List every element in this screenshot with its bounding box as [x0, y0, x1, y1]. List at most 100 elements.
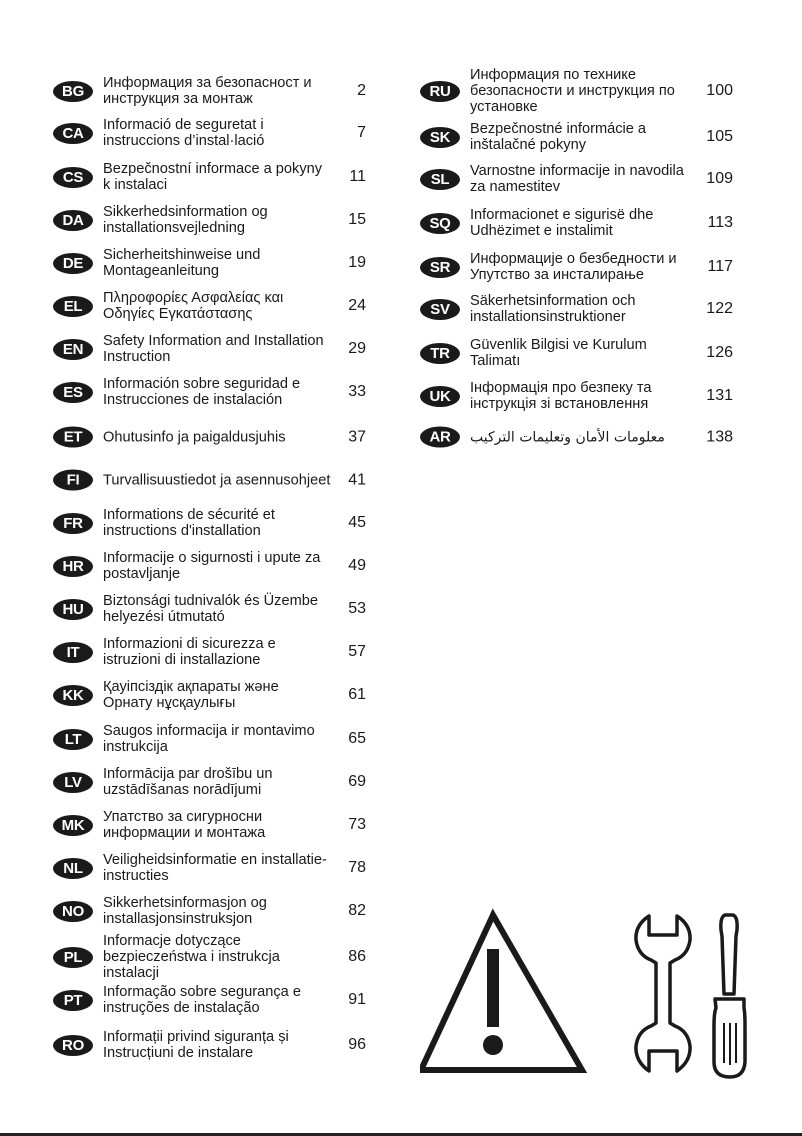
- toc-entry-de[interactable]: DE Sicherheitshinweise und Montageanleitu…: [53, 247, 366, 279]
- toc-entry-hr[interactable]: HR Informacije o sigurnosti i upute za po…: [53, 550, 366, 582]
- toc-entry-el[interactable]: EL Πληροφορίες Ασφαλείας και Οδηγίες Εγκα…: [53, 290, 366, 322]
- toc-entry-fr[interactable]: FR Informations de sécurité et instructio…: [53, 507, 366, 539]
- section-title: Sicherheitshinweise und Montageanleitung: [103, 247, 261, 279]
- page-number: 122: [706, 300, 733, 317]
- toc-entry-pt[interactable]: PT Informação sobre segurança e instruçõe…: [53, 984, 366, 1016]
- toc-entry-en[interactable]: EN Safety Information and Installation In…: [53, 333, 366, 365]
- toc-entry-ro[interactable]: RO Informații privind siguranța și Instru…: [53, 1029, 366, 1061]
- toc-entry-no[interactable]: NO Sikkerhetsinformasjon og installasjons…: [53, 895, 366, 927]
- section-title: Bezpečnostné informácie a inštalačné pok…: [470, 121, 647, 153]
- section-title: Turvallisuustiedot ja asennusohjeet: [103, 472, 331, 488]
- page-number: 73: [348, 816, 366, 833]
- language-code-badge: SQ: [420, 212, 460, 234]
- toc-entry-mk[interactable]: MK Упатство за сигурносни информации и мо…: [53, 809, 366, 841]
- toc-entry-uk[interactable]: UK Інформація про безпеку та інструкція з…: [420, 380, 733, 412]
- section-title: Informacionet e sigurisë dhe Udhëzimet e…: [470, 207, 654, 239]
- section-title: Ohutusinfo ja paigaldusjuhis: [103, 429, 286, 445]
- toc-entry-sr[interactable]: SR Информације о безбедности и Упутство з…: [420, 251, 733, 283]
- language-code-badge: PT: [53, 989, 93, 1011]
- toc-entry-da[interactable]: DA Sikkerhedsinformation og installations…: [53, 204, 366, 236]
- toc-entry-sl[interactable]: SL Varnostne informacije in navodila za n…: [420, 163, 733, 195]
- language-code-badge: IT: [53, 641, 93, 663]
- language-code-badge: HR: [53, 555, 93, 577]
- language-code-badge: LT: [53, 728, 93, 750]
- toc-entry-nl[interactable]: NL Veiligheidsinformatie en installatie-i…: [53, 852, 366, 884]
- page-number: 113: [707, 214, 733, 231]
- section-title: Información sobre seguridad e Instruccio…: [103, 376, 301, 408]
- section-title: Informācija par drošību un uzstādīšanas …: [103, 766, 273, 798]
- page-number: 29: [348, 340, 366, 357]
- page-number: 96: [348, 1036, 366, 1053]
- toc-entry-es[interactable]: ES Información sobre seguridad e Instrucc…: [53, 376, 366, 408]
- page-number: 131: [706, 387, 733, 404]
- section-title: Saugos informacija ir montavimo instrukc…: [103, 723, 315, 755]
- page-number: 33: [348, 383, 366, 400]
- language-code-badge: AR: [420, 426, 460, 448]
- section-title: Güvenlik Bilgisi ve Kurulum Talimatı: [470, 337, 647, 369]
- section-title: Informacje dotyczące bezpieczeństwa i in…: [103, 933, 280, 981]
- toc-entry-hu[interactable]: HU Biztonsági tudnivalók és Üzembe helyez…: [53, 593, 366, 625]
- page-number: 24: [348, 297, 366, 314]
- page-number: 15: [348, 211, 366, 228]
- page-number: 109: [706, 170, 733, 187]
- toc-entry-ca[interactable]: CA Informació de seguretat i instruccions…: [53, 117, 366, 149]
- section-title: Қауіпсіздік ақпараты және Орнату нұсқаул…: [103, 679, 279, 711]
- language-code-badge: KK: [53, 684, 93, 706]
- language-code-badge: FI: [53, 469, 93, 491]
- language-code-badge: ET: [53, 426, 93, 448]
- language-code-badge: MK: [53, 814, 93, 836]
- screwdriver-icon: [712, 913, 747, 1079]
- section-title: Informacije o sigurnosti i upute za post…: [103, 550, 321, 582]
- toc-entry-sq[interactable]: SQ Informacionet e sigurisë dhe Udhëzimet…: [420, 207, 733, 239]
- page-number: 53: [348, 600, 366, 617]
- language-code-badge: CS: [53, 166, 93, 188]
- language-code-badge: NL: [53, 857, 93, 879]
- page-number: 78: [348, 859, 366, 876]
- toc-entry-et[interactable]: ET Ohutusinfo ja paigaldusjuhis 37: [53, 426, 366, 448]
- language-code-badge: RO: [53, 1034, 93, 1056]
- toc-entry-ar[interactable]: AR معلومات الأمان وتعليمات التركيب 138: [420, 426, 733, 448]
- toc-entry-kk[interactable]: KK Қауіпсіздік ақпараты және Орнату нұсқа…: [53, 679, 366, 711]
- language-code-badge: SK: [420, 126, 460, 148]
- section-title: Інформація про безпеку та інструкція зі …: [470, 380, 652, 412]
- toc-entry-pl[interactable]: PL Informacje dotyczące bezpieczeństwa i …: [53, 933, 366, 981]
- page-number: 100: [706, 82, 733, 99]
- page-number: 86: [348, 948, 366, 965]
- section-title: Informații privind siguranța și Instrucț…: [103, 1029, 289, 1061]
- page-number: 105: [706, 128, 733, 145]
- page-number: 2: [357, 82, 366, 99]
- page-number: 82: [348, 902, 366, 919]
- toc-entry-lv[interactable]: LV Informācija par drošību un uzstādīšana…: [53, 766, 366, 798]
- toc-entry-bg[interactable]: BG Информация за безопасност и инструкция…: [53, 75, 366, 107]
- section-title: Safety Information and Installation Inst…: [103, 333, 324, 365]
- section-title: Информације о безбедности и Упутство за …: [470, 251, 677, 283]
- toc-entry-cs[interactable]: CS Bezpečnostní informace a pokyny k inst…: [53, 161, 366, 193]
- section-title: Πληροφορίες Ασφαλείας και Οδηγίες Εγκατά…: [103, 290, 284, 322]
- language-code-badge: BG: [53, 80, 93, 102]
- toc-entry-ru[interactable]: RU Информация по технике безопасности и и…: [420, 67, 733, 115]
- section-title: Informazioni di sicurezza e istruzioni d…: [103, 636, 276, 668]
- toc-entry-sv[interactable]: SV Säkerhetsinformation och installations…: [420, 293, 733, 325]
- language-code-badge: HU: [53, 598, 93, 620]
- wrench-icon: [634, 914, 692, 1073]
- toc-entry-fi[interactable]: FI Turvallisuustiedot ja asennusohjeet 41: [53, 469, 366, 491]
- language-code-badge: EN: [53, 338, 93, 360]
- page-number: 126: [706, 344, 733, 361]
- language-code-badge: FR: [53, 512, 93, 534]
- warning-triangle-icon: [416, 908, 588, 1073]
- language-code-badge: EL: [53, 295, 93, 317]
- page-number: 117: [707, 258, 733, 275]
- toc-entry-it[interactable]: IT Informazioni di sicurezza e istruzioni…: [53, 636, 366, 668]
- section-title: Bezpečnostní informace a pokyny k instal…: [103, 161, 323, 193]
- section-title: Информация за безопасност и инструкция з…: [103, 75, 312, 107]
- page-number: 65: [348, 730, 366, 747]
- toc-entry-lt[interactable]: LT Saugos informacija ir montavimo instru…: [53, 723, 366, 755]
- language-code-badge: DA: [53, 209, 93, 231]
- language-code-badge: NO: [53, 900, 93, 922]
- section-title: Sikkerhetsinformasjon og installasjonsin…: [103, 895, 267, 927]
- icon-group: [416, 905, 780, 1090]
- toc-entry-tr[interactable]: TR Güvenlik Bilgisi ve Kurulum Talimatı 12…: [420, 337, 733, 369]
- language-code-badge: LV: [53, 771, 93, 793]
- toc-entry-sk[interactable]: SK Bezpečnostné informácie a inštalačné p…: [420, 121, 733, 153]
- section-title: Varnostne informacije in navodila za nam…: [470, 163, 684, 195]
